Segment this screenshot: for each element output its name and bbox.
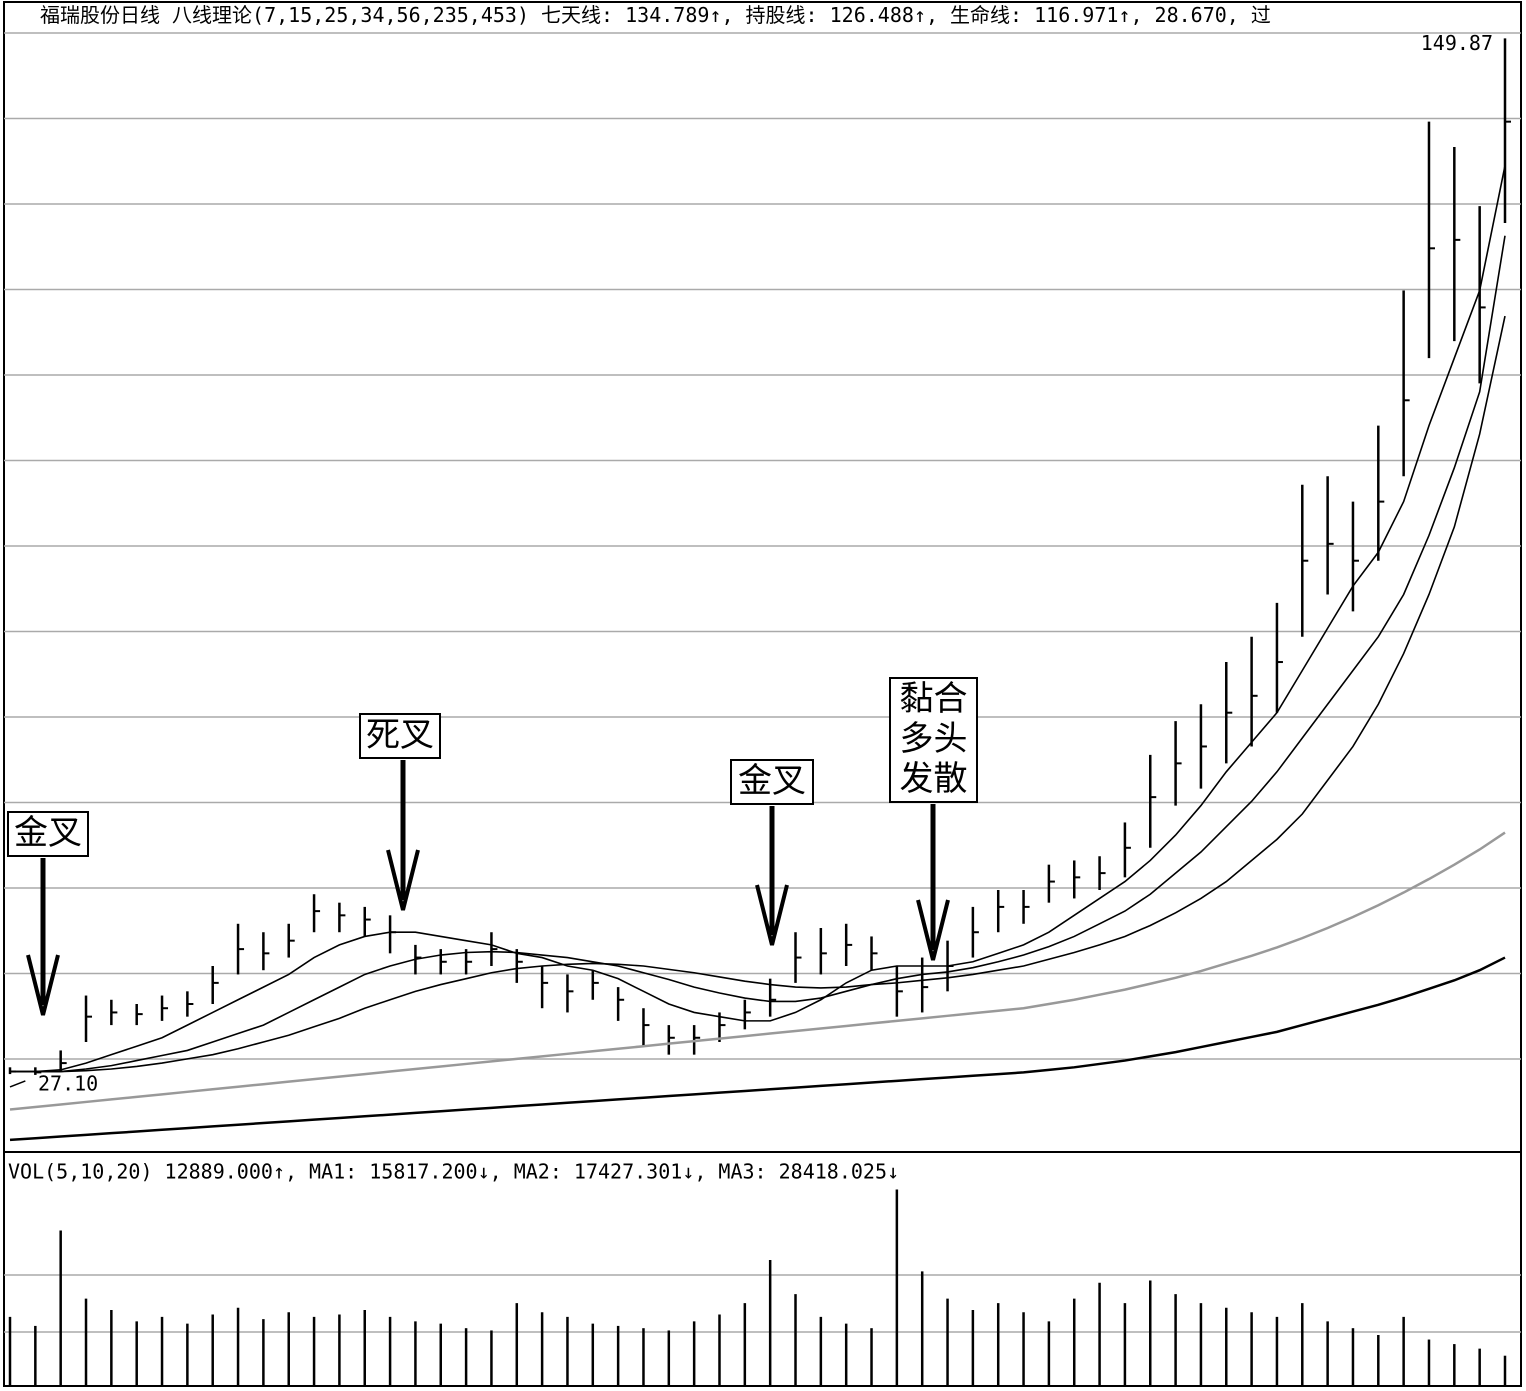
annotation-text: 死叉: [366, 715, 434, 755]
annotation-text: 黏合: [900, 679, 968, 719]
labels: 福瑞股份日线 八线理论(7,15,25,34,56,235,453) 七天线: …: [7, 3, 1493, 1184]
marks: [8, 38, 1511, 1385]
header-item: 福瑞股份日线: [40, 3, 160, 27]
ma-line: [9, 956, 1506, 1142]
annotation-text: 金叉: [14, 813, 82, 853]
header-item: 七天线: 134.789↑,: [541, 3, 733, 27]
annotation-arrowhead: [26, 954, 60, 1016]
header-item: 八线理论(7,15,25,34,56,235,453): [172, 3, 529, 27]
annotation-text: 多头: [900, 719, 968, 759]
annotation-text: 发散: [900, 759, 968, 799]
low-pointer: [9, 1080, 26, 1088]
annotation-text: 金叉: [738, 761, 806, 801]
high-label: 149.87: [1421, 31, 1493, 55]
ma-line: [10, 165, 1506, 1073]
frame: [3, 1, 1522, 1387]
ma-line: [10, 315, 1506, 1073]
annotation-box: [730, 759, 814, 805]
header: 福瑞股份日线 八线理论(7,15,25,34,56,235,453) 七天线: …: [40, 3, 1271, 27]
ma-line: [9, 831, 1506, 1111]
volume-header: VOL(5,10,20) 12889.000↑, MA1: 15817.200↓…: [8, 1160, 899, 1184]
header-item: 28.670, 过: [1155, 3, 1271, 27]
header-item: 持股线: 126.488↑,: [746, 3, 938, 27]
ma-line: [10, 235, 1506, 1073]
grid: [4, 32, 1521, 1333]
annotation-box: [889, 677, 978, 803]
annotation-arrowhead: [755, 884, 789, 946]
annotation-box: [7, 811, 89, 857]
annotation-arrowhead: [386, 849, 420, 911]
annotation-arrowhead: [916, 899, 950, 961]
annotation-box: [359, 713, 441, 759]
header-item: 生命线: 116.971↑,: [950, 3, 1142, 27]
low-label: 27.10: [38, 1071, 98, 1095]
